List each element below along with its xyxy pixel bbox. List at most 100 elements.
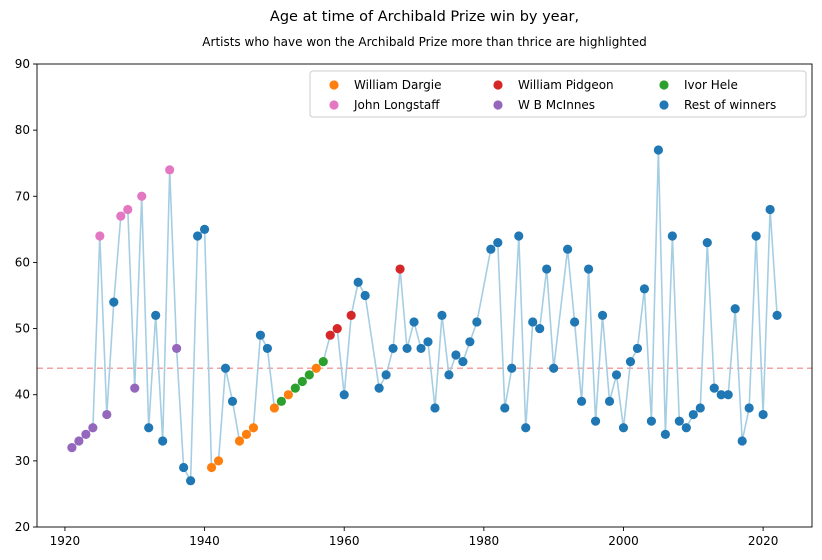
point-rest-of-winners-1975: [444, 370, 454, 380]
point-william-pidgeon-1968: [395, 264, 405, 274]
x-tick-label: 1980: [469, 534, 500, 548]
point-rest-of-winners-2006: [660, 429, 670, 439]
x-tick-label: 2020: [748, 534, 779, 548]
legend-label-william-dargie: William Dargie: [354, 78, 441, 92]
point-rest-of-winners-1984: [507, 363, 517, 373]
point-rest-of-winners-1985: [514, 231, 524, 241]
point-rest-of-winners-2017: [737, 436, 747, 446]
point-w-b-mcinnes-1936: [172, 343, 182, 354]
point-william-pidgeon-1958: [325, 330, 335, 340]
point-rest-of-winners-1965: [374, 383, 384, 393]
legend-marker-rest-of-winners: [659, 100, 669, 110]
point-rest-of-winners-2020: [758, 409, 768, 420]
point-rest-of-winners-2022: [772, 310, 782, 320]
point-rest-of-winners-1960: [339, 390, 349, 400]
point-william-dargie-1952: [283, 390, 293, 400]
point-rest-of-winners-1974: [437, 310, 447, 320]
legend-marker-ivor-hele: [659, 80, 669, 90]
point-william-pidgeon-1959: [332, 323, 342, 334]
legend-marker-william-dargie: [329, 80, 339, 90]
point-rest-of-winners-2011: [695, 403, 705, 413]
plot-area: [37, 64, 812, 527]
point-rest-of-winners-1988: [535, 323, 545, 334]
point-rest-of-winners-1969: [402, 343, 412, 354]
legend-label-w-b-mcinnes: W B McInnes: [518, 98, 595, 112]
point-rest-of-winners-1973: [430, 403, 440, 413]
point-rest-of-winners-2010: [688, 409, 698, 420]
y-tick-label: 70: [15, 189, 30, 203]
point-rest-of-winners-1993: [570, 317, 580, 327]
point-rest-of-winners-2019: [751, 231, 761, 241]
point-william-dargie-1946: [241, 429, 252, 439]
point-rest-of-winners-1948: [255, 330, 266, 340]
point-ivor-hele-1951: [276, 396, 286, 406]
point-john-longstaff-1929: [123, 204, 133, 215]
point-rest-of-winners-1962: [353, 277, 363, 287]
y-tick-label: 30: [15, 454, 30, 468]
point-rest-of-winners-2002: [632, 343, 643, 354]
point-rest-of-winners-1998: [604, 396, 615, 406]
point-rest-of-winners-1983: [500, 403, 510, 413]
point-rest-of-winners-2012: [702, 237, 712, 248]
point-rest-of-winners-1999: [611, 370, 622, 380]
point-rest-of-winners-2009: [681, 423, 691, 433]
point-rest-of-winners-1943: [220, 363, 231, 373]
x-tick-label: 1920: [50, 534, 81, 548]
point-rest-of-winners-1997: [597, 310, 608, 320]
plot-frame: [36, 63, 813, 528]
point-rest-of-winners-1938: [186, 476, 196, 486]
legend-label-ivor-hele: Ivor Hele: [684, 78, 738, 92]
y-tick-label: 60: [15, 255, 30, 269]
point-william-dargie-1945: [234, 436, 245, 446]
y-tick-label: 90: [15, 57, 30, 71]
point-rest-of-winners-1992: [563, 244, 573, 254]
point-rest-of-winners-1966: [381, 370, 391, 380]
point-rest-of-winners-2013: [709, 383, 719, 393]
point-ivor-hele-1954: [297, 376, 307, 387]
point-ivor-hele-1953: [290, 383, 300, 393]
point-rest-of-winners-1981: [486, 244, 496, 254]
point-w-b-mcinnes-1922: [74, 436, 84, 446]
point-william-dargie-1942: [213, 456, 224, 466]
point-william-dargie-1956: [311, 363, 321, 373]
point-rest-of-winners-2003: [639, 284, 650, 294]
point-rest-of-winners-1940: [199, 224, 210, 234]
chart-subtitle: Artists who have won the Archibald Prize…: [202, 35, 647, 49]
chart-title: Age at time of Archibald Prize win by ye…: [269, 9, 580, 25]
legend-marker-william-pidgeon: [493, 80, 503, 90]
point-john-longstaff-1935: [165, 165, 175, 175]
point-rest-of-winners-1970: [409, 317, 419, 327]
point-rest-of-winners-1996: [590, 416, 601, 426]
point-rest-of-winners-1939: [192, 231, 203, 241]
point-w-b-mcinnes-1921: [67, 443, 77, 453]
point-rest-of-winners-2008: [674, 416, 684, 426]
point-william-dargie-1947: [248, 423, 259, 433]
point-rest-of-winners-2016: [730, 304, 740, 314]
y-tick-label: 20: [15, 520, 30, 534]
point-rest-of-winners-1989: [542, 264, 552, 274]
legend-marker-john-longstaff: [329, 100, 339, 110]
y-tick-label: 40: [15, 388, 30, 402]
point-ivor-hele-1957: [318, 357, 328, 367]
point-john-longstaff-1931: [137, 191, 147, 201]
point-w-b-mcinnes-1923: [81, 429, 91, 439]
point-rest-of-winners-2004: [646, 416, 657, 426]
point-rest-of-winners-1933: [151, 310, 161, 320]
point-rest-of-winners-2014: [716, 390, 726, 400]
point-rest-of-winners-2007: [667, 231, 677, 241]
point-john-longstaff-1925: [95, 231, 105, 241]
data-points-layer: [67, 145, 782, 486]
point-rest-of-winners-1995: [583, 264, 594, 274]
point-rest-of-winners-1972: [423, 337, 433, 347]
x-tick-label: 1940: [189, 534, 220, 548]
point-william-dargie-1941: [206, 462, 217, 473]
legend-box: [309, 70, 807, 118]
point-john-longstaff-1928: [116, 211, 126, 221]
point-rest-of-winners-1927: [109, 297, 119, 307]
point-rest-of-winners-2021: [765, 204, 775, 215]
point-rest-of-winners-1967: [388, 343, 398, 354]
y-tick-label: 80: [15, 123, 30, 137]
